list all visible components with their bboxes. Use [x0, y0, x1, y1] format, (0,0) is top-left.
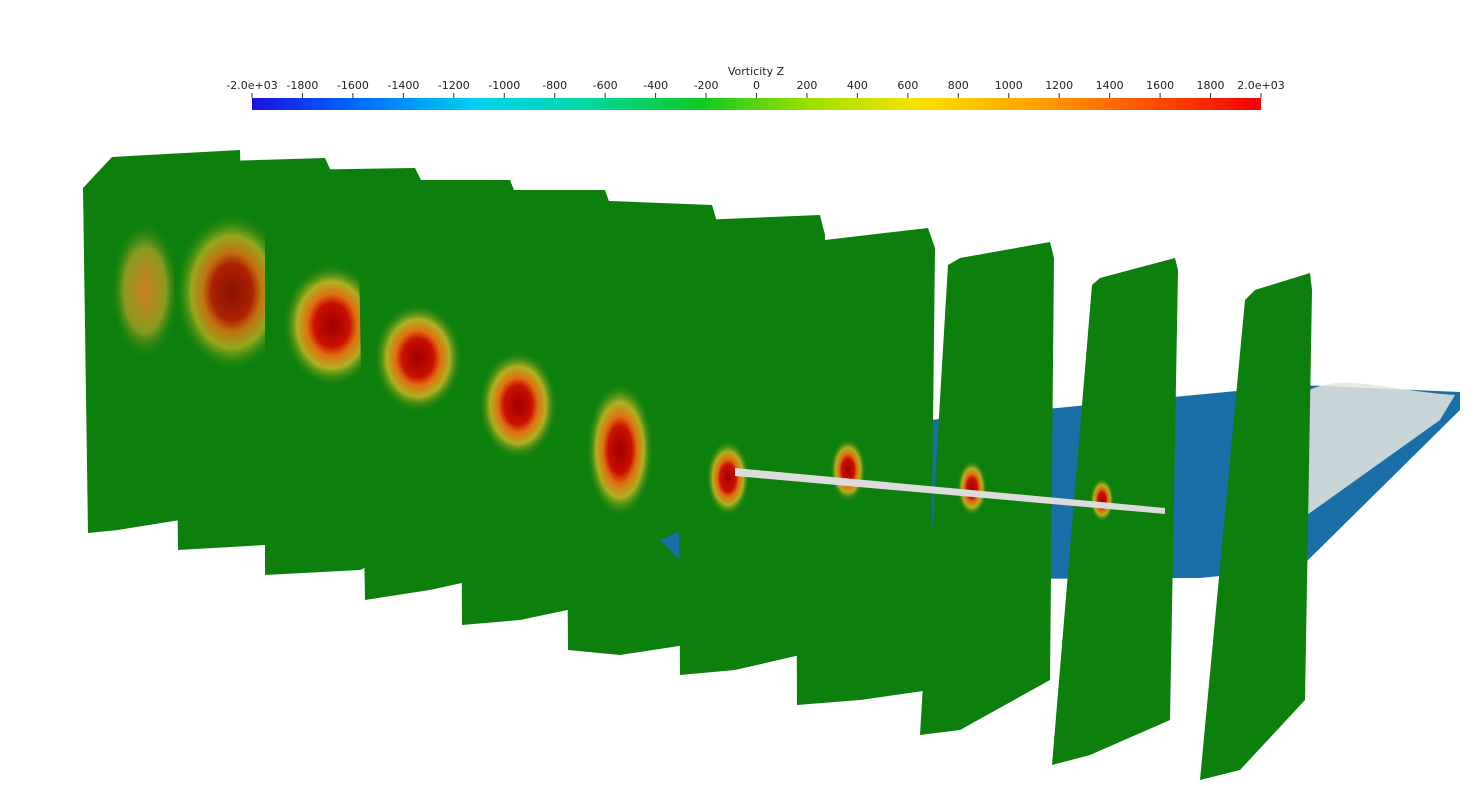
colorbar-tick-label: 1000	[995, 79, 1023, 92]
slice	[920, 242, 1054, 735]
vortex	[706, 440, 750, 516]
vortex	[174, 212, 290, 372]
colorbar-tick-label: -1000	[488, 79, 520, 92]
colorbar-tick-label: -200	[694, 79, 719, 92]
colorbar-tick-label: 400	[847, 79, 868, 92]
colorbar-tick-label: -400	[643, 79, 668, 92]
colorbar-tick-label: -1400	[387, 79, 419, 92]
slices	[83, 150, 1460, 780]
colorbar-tick-label: -1200	[438, 79, 470, 92]
colorbar-tick-label: 1600	[1146, 79, 1174, 92]
colorbar-ticks: -2.0e+03 -1800 -1600 -1400 -1200 -1000 -800 -60…	[226, 79, 1285, 98]
colorbar-title: Vorticity Z	[728, 65, 785, 78]
colorbar-tick-label: -1600	[337, 79, 369, 92]
vortex	[478, 350, 558, 460]
colorbar-tick-label: 200	[796, 79, 817, 92]
colorbar-tick-label: -2.0e+03	[226, 79, 277, 92]
vortex-core	[735, 468, 1165, 514]
colorbar-tick-label: 1200	[1045, 79, 1073, 92]
colorbar-tick-label: 800	[948, 79, 969, 92]
colorbar-tick-label: 0	[753, 79, 760, 92]
slice	[1200, 273, 1312, 780]
colorbar	[252, 98, 1261, 110]
colorbar-tick-label: 1400	[1096, 79, 1124, 92]
colorbar-tick-label: -600	[593, 79, 618, 92]
vortex	[282, 263, 382, 387]
vortex	[1090, 478, 1114, 522]
colorbar-tick-label: 2.0e+03	[1237, 79, 1284, 92]
vortex	[373, 303, 463, 413]
vortex	[586, 382, 654, 518]
colorbar-tick-label: 1800	[1197, 79, 1225, 92]
vortex	[110, 220, 180, 360]
colorbar-tick-label: 600	[897, 79, 918, 92]
colorbar-tick-label: -1800	[286, 79, 318, 92]
slice	[677, 215, 825, 675]
colorbar-tick-label: -800	[542, 79, 567, 92]
slice	[1052, 258, 1178, 765]
vortex	[957, 460, 987, 516]
vortex	[830, 438, 866, 502]
